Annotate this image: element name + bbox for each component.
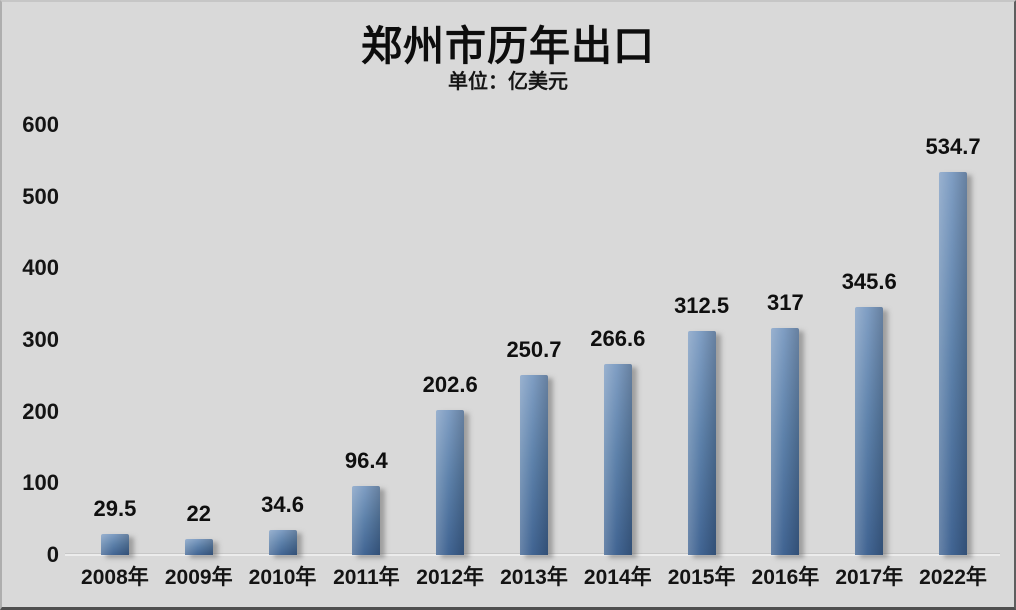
bar [939,172,968,555]
bar-group: 202.6 [408,372,492,555]
bar [436,410,465,555]
bar-value-label: 317 [767,290,804,315]
chart-subtitle: 单位：亿美元 [448,71,568,93]
bar [855,307,884,555]
bar [687,331,716,555]
x-tick-label: 2008年 [81,566,149,589]
y-tick-label: 0 [46,542,59,567]
x-tick-label: 2010年 [248,566,317,589]
bar-group: 29.5 [73,496,157,555]
y-tick-label: 600 [22,112,59,137]
bar-group: 312.5 [660,293,744,555]
bar [268,530,297,555]
x-tick-label: 2017年 [835,566,904,589]
bar [519,375,548,555]
bar-group: 317 [744,290,828,555]
bar-value-label: 312.5 [674,293,730,318]
y-tick-label: 300 [22,327,59,352]
bar-value-label: 22 [186,501,211,526]
x-tick-label: 2014年 [583,566,652,589]
x-tick-label: 2013年 [500,566,568,589]
bar-value-label: 250.7 [506,337,562,362]
bar-value-label: 202.6 [422,372,478,397]
x-tick-label: 2022年 [919,566,987,589]
y-tick-label: 100 [22,470,59,496]
bar-group: 250.7 [492,337,576,555]
bar [184,539,213,555]
y-tick-label: 200 [22,398,59,424]
x-tick-label: 2015年 [667,566,736,589]
bar [352,486,381,555]
chart-title: 郑州市历年出口 [361,23,655,69]
bar-group: 534.7 [911,134,995,555]
bar-value-label: 34.6 [261,492,304,517]
bar-group: 345.6 [827,269,911,555]
bar-value-label: 534.7 [925,134,981,159]
bar [771,328,800,555]
x-tick-label: 2012年 [416,566,485,589]
x-axis: 2008年 2009年 2010年 2011年 2012年 2013年 2014年 2015年… [73,564,995,592]
bar [100,534,129,555]
x-tick-label: 2009年 [164,566,233,589]
y-tick-label: 400 [22,255,59,281]
bar-group: 266.6 [576,326,660,555]
bar-group: 96.4 [324,448,408,555]
bar-value-label: 96.4 [344,448,388,473]
x-tick-label: 2011年 [333,566,400,589]
bar [603,364,632,555]
plot-area: 29.5 22 34.6 96.4 202.6 250.7 266.6 312.5 317 345… [73,125,995,555]
bar-group: 22 [157,501,241,555]
bar-group: 34.6 [241,492,325,555]
bar-value-label: 345.6 [841,269,897,294]
y-tick-label: 500 [22,183,59,209]
x-tick-label: 2016年 [751,566,820,589]
bar-value-label: 29.5 [93,496,137,521]
bar-value-label: 266.6 [590,326,646,351]
